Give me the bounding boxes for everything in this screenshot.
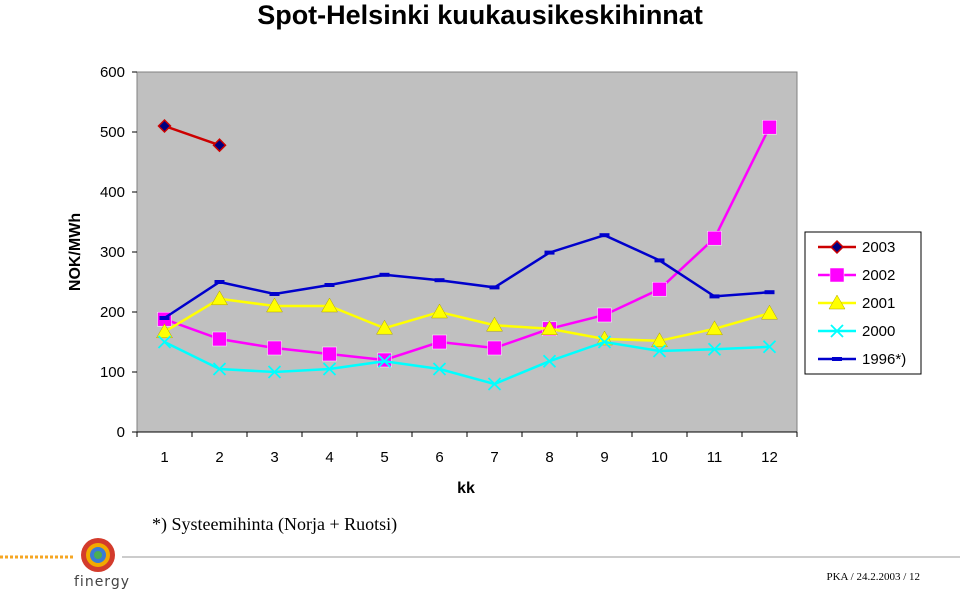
brand-name: finergy — [74, 574, 130, 590]
series-2002 — [157, 119, 777, 368]
legend-marker — [830, 324, 844, 338]
data-point — [597, 307, 612, 323]
data-point — [541, 320, 558, 336]
data-point — [322, 362, 337, 376]
data-point — [267, 340, 282, 356]
data-point — [431, 303, 448, 319]
legend-label: 2003 — [862, 239, 895, 256]
legend-item: 2000 — [818, 323, 895, 340]
x-tick-label: 5 — [380, 449, 388, 466]
x-axis-title: kk — [457, 480, 475, 497]
data-point — [212, 362, 227, 376]
y-tick-label: 0 — [117, 424, 125, 441]
data-point — [322, 346, 337, 362]
data-point — [597, 335, 612, 349]
series-line — [163, 297, 770, 343]
data-point — [157, 335, 172, 349]
data-point — [211, 290, 228, 306]
legend-item: 1996*) — [818, 351, 906, 368]
data-point — [762, 340, 777, 354]
data-point — [156, 323, 173, 339]
data-point — [487, 340, 502, 356]
data-point — [762, 119, 777, 135]
data-point — [267, 365, 282, 379]
data-point — [432, 362, 447, 376]
plot-area — [136, 71, 798, 433]
series-line — [164, 126, 771, 362]
page-title: Spot-Helsinki kuukausikeskihinnat — [257, 0, 703, 30]
logo-core — [94, 551, 102, 559]
data-point — [432, 334, 447, 350]
y-tick-label: 500 — [100, 124, 125, 141]
data-point — [761, 304, 778, 320]
legend-marker — [828, 294, 846, 310]
data-point — [652, 344, 667, 358]
data-point — [542, 354, 557, 368]
y-tick-label: 400 — [100, 184, 125, 201]
x-tick-label: 4 — [325, 449, 333, 466]
x-tick-label: 9 — [600, 449, 608, 466]
data-point — [266, 297, 283, 313]
x-tick-label: 3 — [270, 449, 278, 466]
legend-item: 2003 — [818, 239, 895, 256]
data-point — [707, 342, 722, 356]
series-2003 — [157, 118, 227, 153]
legend-label: 2001 — [862, 295, 895, 312]
x-tick-label: 12 — [761, 449, 778, 466]
x-tick-label: 11 — [707, 449, 723, 466]
y-tick-label: 300 — [100, 244, 125, 261]
x-tick-label: 2 — [215, 449, 223, 466]
data-point — [486, 316, 503, 332]
data-point — [212, 331, 227, 347]
data-point — [212, 138, 227, 153]
data-point — [157, 118, 172, 134]
series-line — [163, 340, 770, 386]
legend-marker — [829, 267, 845, 283]
page-reference: PKA / 24.2.2003 / 12 — [826, 571, 920, 583]
data-point — [376, 319, 393, 335]
y-axis-title: NOK/MWh — [67, 213, 84, 291]
y-tick-label: 600 — [100, 64, 125, 81]
data-point — [707, 230, 722, 246]
data-point — [321, 297, 338, 313]
legend-label: 1996*) — [862, 351, 906, 368]
data-point — [651, 332, 668, 348]
x-tick-label: 8 — [545, 449, 553, 466]
x-tick-label: 7 — [490, 449, 498, 466]
legend-label: 2002 — [862, 267, 895, 284]
series-1996 — [159, 233, 775, 320]
data-point — [706, 320, 723, 336]
x-tick-label: 1 — [160, 449, 168, 466]
x-tick-label: 10 — [651, 449, 668, 466]
legend-box — [804, 231, 922, 375]
finergy-logo — [81, 538, 115, 572]
legend-item: 2001 — [818, 294, 895, 312]
x-tick-label: 6 — [435, 449, 443, 466]
data-point — [652, 281, 667, 297]
y-tick-label: 100 — [100, 364, 125, 381]
series-2000 — [157, 335, 777, 391]
legend-marker — [829, 239, 845, 255]
legend-label: 2000 — [862, 323, 895, 340]
data-point — [377, 354, 392, 368]
series-2001 — [156, 290, 778, 348]
footnote: *) Systeemihinta (Norja + Ruotsi) — [152, 514, 398, 534]
series-line — [164, 124, 220, 147]
data-point — [487, 377, 502, 391]
y-tick-label: 200 — [100, 304, 125, 321]
series-line — [163, 233, 770, 320]
legend-item: 2002 — [818, 267, 895, 284]
